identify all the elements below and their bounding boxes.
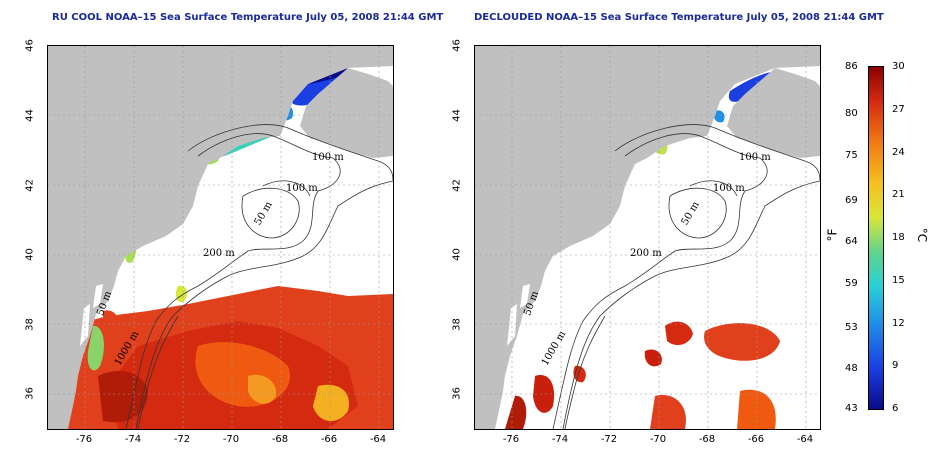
right-warm-sst-region: [505, 321, 780, 429]
right-contour-label-100m-b: 100 m: [713, 183, 745, 194]
left-lon-tick-64: -64: [369, 434, 387, 445]
right-lon-tick-70: -70: [649, 434, 667, 445]
fahrenheit-tick-48: 48: [845, 363, 858, 374]
right-lat-tick-42: 42: [451, 179, 463, 192]
left-lat-tick-42: 42: [24, 179, 36, 192]
fahrenheit-label: °F: [825, 228, 840, 242]
celsius-tick-21: 21: [892, 189, 905, 200]
left-lat-tick-44: 44: [24, 109, 36, 122]
left-contour-label-200m: 200 m: [203, 248, 235, 259]
left-contour-label-100m-b: 100 m: [286, 183, 318, 194]
celsius-tick-15: 15: [892, 275, 905, 286]
celsius-tick-24: 24: [892, 147, 905, 158]
right-map-canvas: [475, 46, 820, 429]
left-lat-tick-46: 46: [24, 39, 36, 52]
left-map-title: RU COOL NOAA–15 Sea Surface Temperature …: [52, 12, 444, 23]
fahrenheit-tick-75: 75: [845, 150, 858, 161]
left-lat-tick-40: 40: [24, 248, 36, 261]
celsius-label: °C: [915, 227, 930, 243]
left-lon-tick-68: -68: [271, 434, 289, 445]
right-contour-label-100m-a: 100 m: [739, 152, 771, 163]
right-map-title: DECLOUDED NOAA–15 Sea Surface Temperatur…: [474, 12, 884, 23]
celsius-tick-12: 12: [892, 318, 905, 329]
right-lat-tick-46: 46: [451, 39, 463, 52]
fahrenheit-tick-53: 53: [845, 322, 858, 333]
right-lat-tick-40: 40: [451, 248, 463, 261]
right-lat-tick-44: 44: [451, 109, 463, 122]
fahrenheit-tick-64: 64: [845, 236, 858, 247]
celsius-tick-27: 27: [892, 104, 905, 115]
fahrenheit-tick-43: 43: [845, 403, 858, 414]
right-lon-tick-66: -66: [747, 434, 765, 445]
left-map-canvas: [48, 46, 393, 429]
left-lon-tick-76: -76: [75, 434, 93, 445]
right-lon-tick-76: -76: [502, 434, 520, 445]
right-lat-tick-36: 36: [451, 387, 463, 400]
celsius-tick-30: 30: [892, 61, 905, 72]
right-contour-label-200m: 200 m: [630, 248, 662, 259]
right-lon-tick-72: -72: [600, 434, 618, 445]
fahrenheit-tick-80: 80: [845, 108, 858, 119]
celsius-tick-6: 6: [892, 403, 899, 414]
left-contour-label-100m-a: 100 m: [312, 152, 344, 163]
left-lon-tick-70: -70: [222, 434, 240, 445]
fahrenheit-tick-69: 69: [845, 195, 858, 206]
fahrenheit-tick-59: 59: [845, 278, 858, 289]
right-sst-map[interactable]: [474, 45, 821, 430]
right-lon-tick-74: -74: [551, 434, 569, 445]
right-lat-tick-38: 38: [451, 318, 463, 331]
left-lon-tick-66: -66: [320, 434, 338, 445]
left-lon-tick-72: -72: [173, 434, 191, 445]
fahrenheit-tick-86: 86: [845, 61, 858, 72]
celsius-tick-18: 18: [892, 232, 905, 243]
left-lon-tick-74: -74: [124, 434, 142, 445]
left-lat-tick-36: 36: [24, 387, 36, 400]
temperature-colorbar: [868, 66, 884, 410]
right-lon-tick-68: -68: [698, 434, 716, 445]
left-lat-tick-38: 38: [24, 318, 36, 331]
celsius-tick-9: 9: [892, 360, 899, 371]
right-lon-tick-64: -64: [796, 434, 814, 445]
left-sst-map[interactable]: [47, 45, 394, 430]
